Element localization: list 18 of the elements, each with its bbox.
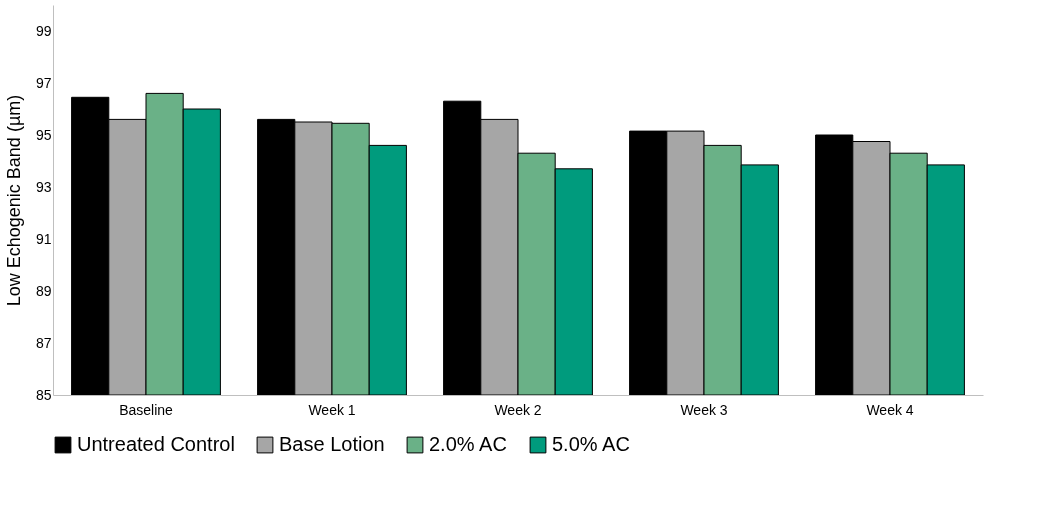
- legend-label: 5.0% AC: [552, 433, 630, 455]
- y-tick-label: 97: [35, 74, 52, 91]
- y-axis-title: Low Echogenic Band (µm): [3, 94, 24, 307]
- x-tick-label: Baseline: [119, 401, 174, 418]
- legend-label: Untreated Control: [77, 433, 235, 455]
- x-tick-label: Week 1: [308, 401, 356, 418]
- y-tick-label: 91: [35, 230, 52, 247]
- x-tick-label: Week 2: [494, 401, 542, 418]
- x-tick-label: Week 3: [680, 401, 728, 418]
- y-tick-label: 93: [35, 178, 52, 195]
- legend-label: 2.0% AC: [429, 433, 507, 455]
- y-tick-label: 87: [35, 334, 52, 351]
- y-tick-label: 85: [35, 386, 52, 403]
- legend-label: Base Lotion: [279, 433, 385, 455]
- y-tick-label: 95: [35, 126, 52, 143]
- x-tick-label: Week 4: [866, 401, 914, 418]
- y-tick-label: 89: [35, 282, 52, 299]
- y-tick-label: 99: [35, 22, 52, 39]
